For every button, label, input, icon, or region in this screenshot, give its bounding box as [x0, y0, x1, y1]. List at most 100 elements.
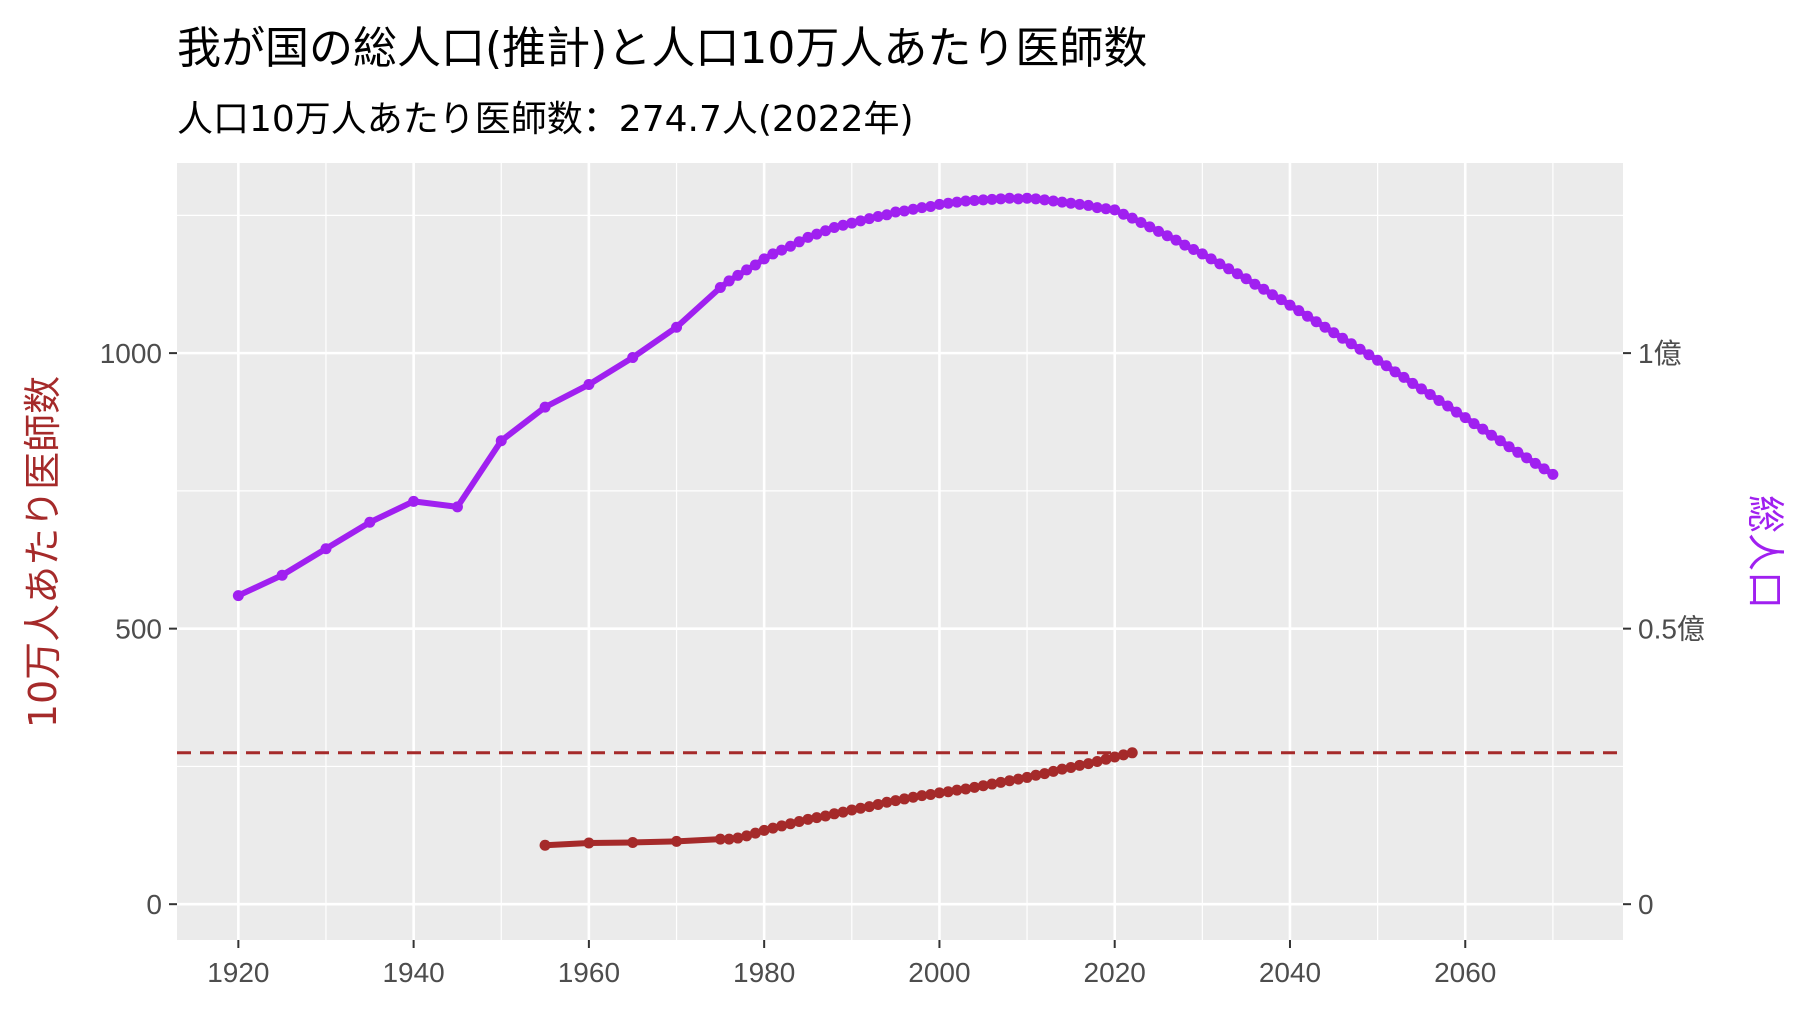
data-point: [1004, 775, 1016, 787]
data-point: [232, 590, 244, 602]
data-point: [767, 822, 779, 834]
data-point: [1380, 360, 1392, 372]
data-point: [1170, 234, 1182, 246]
data-point: [1249, 278, 1261, 290]
data-point: [1363, 349, 1375, 361]
data-point: [960, 195, 972, 207]
data-point: [1310, 316, 1322, 328]
data-point: [960, 783, 972, 795]
data-point: [846, 217, 858, 229]
data-point: [1424, 388, 1436, 400]
data-point: [907, 791, 919, 803]
data-point: [916, 790, 928, 802]
data-point: [1109, 204, 1121, 216]
data-point: [776, 820, 788, 832]
data-point: [495, 435, 507, 447]
plot-panel: [177, 163, 1623, 940]
data-point: [811, 812, 823, 824]
data-point: [1223, 263, 1235, 275]
data-point: [776, 244, 788, 256]
data-point: [1512, 446, 1524, 458]
data-point: [1196, 248, 1208, 260]
data-point: [951, 196, 963, 208]
data-point: [1468, 418, 1480, 430]
data-point: [907, 203, 919, 215]
data-point: [916, 202, 928, 214]
data-point: [1188, 244, 1200, 256]
data-point: [890, 206, 902, 218]
axes-group: 1920 1940 1960 1980 2000 2020 2040 2060 0 500 1000…: [100, 338, 1705, 988]
data-point: [276, 569, 288, 581]
grid-lines: [177, 163, 1623, 940]
y-axis-right-title: 総人口: [1743, 495, 1787, 609]
data-point: [986, 193, 998, 205]
data-point: [1004, 192, 1016, 204]
data-point: [1065, 762, 1077, 774]
data-point: [995, 193, 1007, 205]
data-point: [1039, 194, 1051, 206]
data-point: [1153, 225, 1165, 237]
data-point: [1082, 199, 1094, 211]
data-point: [1547, 468, 1559, 480]
data-point: [811, 228, 823, 240]
data-point: [828, 808, 840, 820]
data-point: [741, 264, 753, 276]
data-point: [758, 253, 770, 265]
data-point: [671, 835, 683, 847]
data-point: [1415, 383, 1427, 395]
series-population: [232, 192, 1559, 602]
data-point: [793, 236, 805, 248]
data-point: [758, 824, 770, 836]
data-point: [1450, 406, 1462, 418]
data-point: [1328, 327, 1340, 339]
data-point: [1407, 377, 1419, 389]
data-point: [1503, 441, 1515, 453]
data-point: [539, 839, 551, 851]
data-point: [1266, 289, 1278, 301]
data-point: [1398, 371, 1410, 383]
data-point: [627, 836, 639, 848]
y-left-tick-label: 1000: [100, 338, 162, 369]
data-point: [1091, 202, 1103, 214]
data-point: [1056, 196, 1068, 208]
y-right-tick-label: 1億: [1638, 338, 1682, 369]
data-point: [933, 787, 945, 799]
x-tick-label: 1980: [733, 957, 795, 988]
data-point: [1486, 429, 1498, 441]
data-point: [1082, 758, 1094, 770]
data-point: [1319, 321, 1331, 333]
data-point: [820, 810, 832, 822]
data-point: [933, 198, 945, 210]
data-point: [1100, 753, 1112, 765]
data-point: [898, 793, 910, 805]
data-point: [1126, 212, 1138, 224]
data-point: [723, 833, 735, 845]
data-point: [802, 231, 814, 243]
data-point: [1021, 771, 1033, 783]
y-axis-left-title: 10万人あたり医師数: [21, 376, 65, 728]
data-point: [1056, 763, 1068, 775]
data-point: [1205, 253, 1217, 265]
x-tick-label: 1920: [207, 957, 269, 988]
x-tick-label: 1940: [382, 957, 444, 988]
chart-subtitle: 人口10万人あたり医師数：274.7人(2022年): [177, 99, 914, 140]
chart-title: 我が国の総人口(推計)と人口10万人あたり医師数: [177, 23, 1148, 74]
data-point: [1179, 239, 1191, 251]
data-point: [732, 269, 744, 281]
data-point: [1354, 343, 1366, 355]
data-point: [1074, 759, 1086, 771]
data-point: [968, 194, 980, 206]
data-point: [749, 827, 761, 839]
data-point: [741, 830, 753, 842]
data-point: [408, 495, 420, 507]
data-point: [451, 501, 463, 513]
data-point: [1047, 195, 1059, 207]
data-point: [977, 780, 989, 792]
data-point: [837, 219, 849, 231]
y-left-tick-label: 0: [146, 889, 162, 920]
data-point: [1012, 773, 1024, 785]
data-point: [1538, 463, 1550, 475]
data-point: [1477, 423, 1489, 435]
data-point: [1231, 268, 1243, 280]
data-point: [890, 795, 902, 807]
